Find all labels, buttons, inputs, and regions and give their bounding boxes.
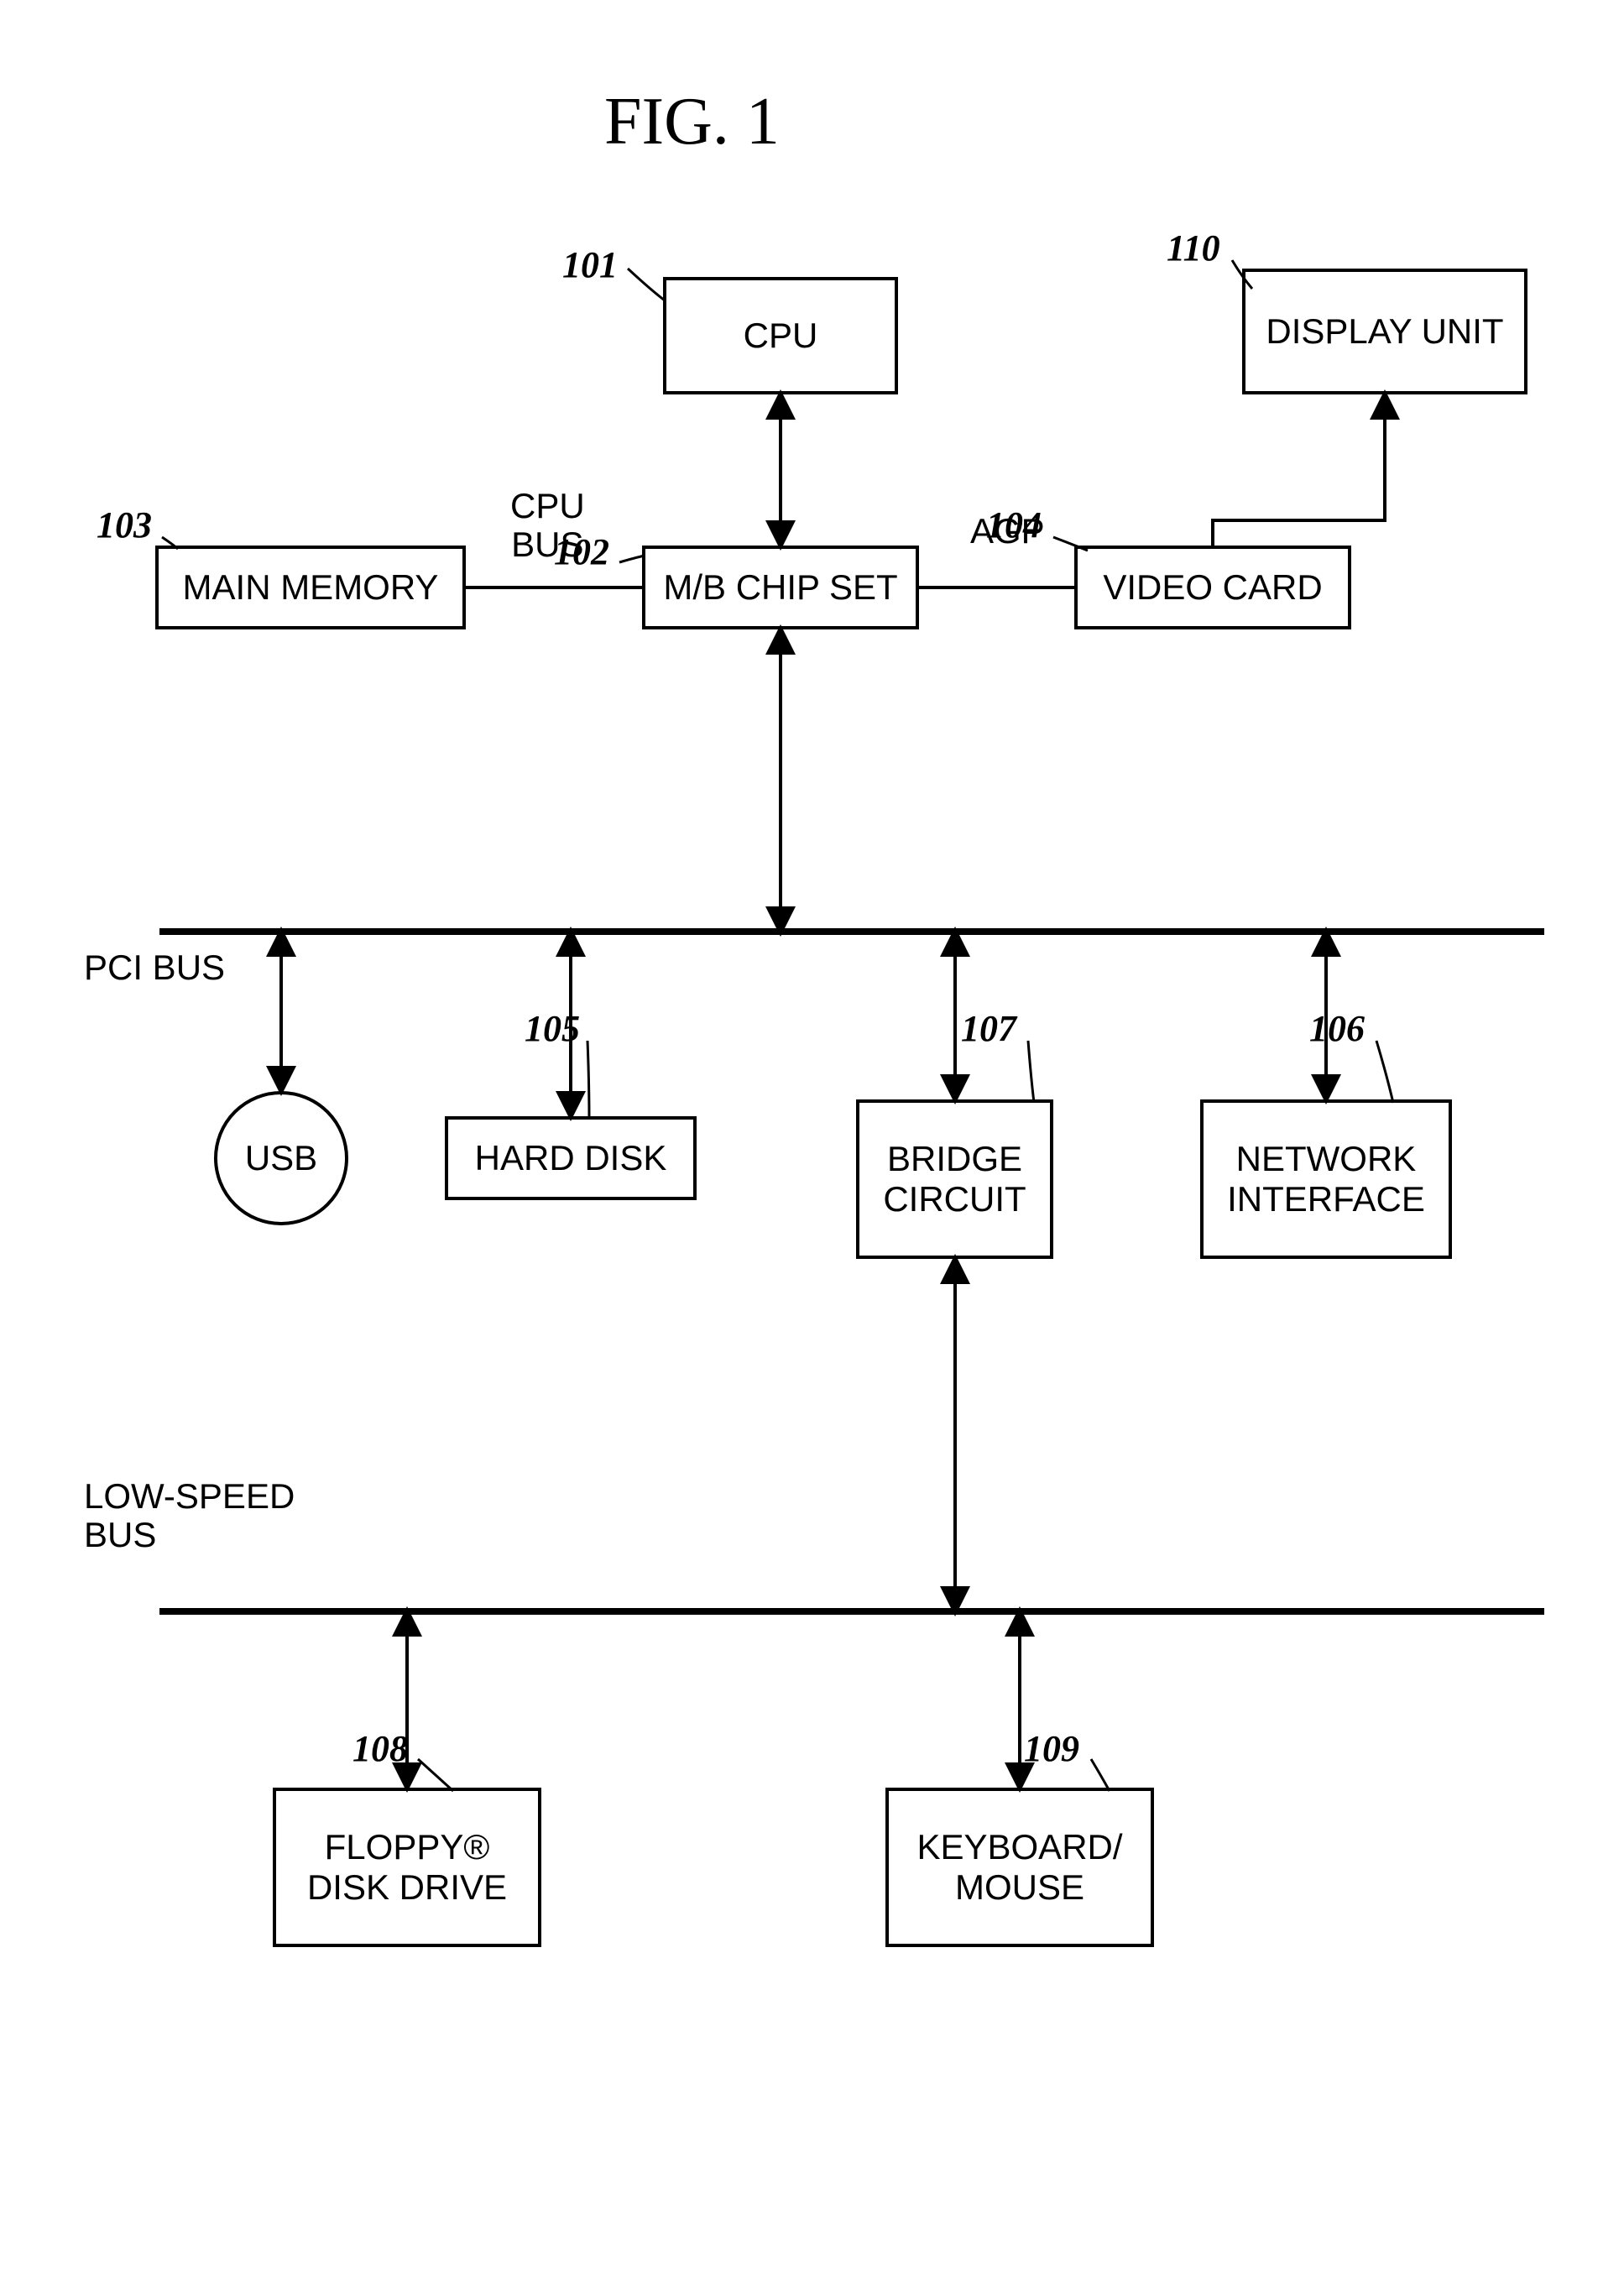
ref-109: 109 bbox=[1024, 1727, 1079, 1770]
ref-101: 101 bbox=[562, 243, 618, 286]
label-lowspeed-bus: LOW-SPEED BUS bbox=[84, 1477, 295, 1554]
node-display-label: DISPLAY UNIT bbox=[1266, 311, 1503, 352]
ref-103: 103 bbox=[97, 504, 152, 546]
node-netif: NETWORK INTERFACE bbox=[1200, 1099, 1452, 1259]
node-bridge-label: BRIDGE CIRCUIT bbox=[883, 1139, 1026, 1220]
node-memory-label: MAIN MEMORY bbox=[183, 567, 439, 608]
label-cpu-bus: CPU BUS bbox=[510, 487, 585, 564]
ref-106: 106 bbox=[1309, 1007, 1365, 1050]
ref-105: 105 bbox=[525, 1007, 580, 1050]
ref-107: 107 bbox=[961, 1007, 1016, 1050]
node-chipset-label: M/B CHIP SET bbox=[663, 567, 897, 608]
node-video: VIDEO CARD bbox=[1074, 546, 1351, 629]
figure-title: FIG. 1 bbox=[604, 84, 780, 160]
node-floppy: FLOPPY® DISK DRIVE bbox=[273, 1788, 541, 1947]
diagram-canvas: FIG. 1 CPU M/B CHIP SET MAIN MEMORY VIDE… bbox=[0, 0, 1624, 2287]
node-usb: USB bbox=[214, 1091, 348, 1225]
node-netif-label: NETWORK INTERFACE bbox=[1227, 1139, 1425, 1220]
ref-110: 110 bbox=[1167, 227, 1220, 269]
node-memory: MAIN MEMORY bbox=[155, 546, 466, 629]
node-video-label: VIDEO CARD bbox=[1103, 567, 1322, 608]
node-cpu-label: CPU bbox=[744, 316, 818, 356]
node-floppy-label: FLOPPY® DISK DRIVE bbox=[307, 1827, 507, 1908]
label-pci-bus: PCI BUS bbox=[84, 948, 225, 987]
node-usb-label: USB bbox=[245, 1138, 317, 1178]
node-display: DISPLAY UNIT bbox=[1242, 269, 1527, 394]
node-kbd: KEYBOARD/ MOUSE bbox=[885, 1788, 1154, 1947]
node-kbd-label: KEYBOARD/ MOUSE bbox=[916, 1827, 1122, 1908]
ref-108: 108 bbox=[352, 1727, 408, 1770]
node-hdd: HARD DISK bbox=[445, 1116, 697, 1200]
node-bridge: BRIDGE CIRCUIT bbox=[856, 1099, 1053, 1259]
node-cpu: CPU bbox=[663, 277, 898, 394]
node-chipset: M/B CHIP SET bbox=[642, 546, 919, 629]
node-hdd-label: HARD DISK bbox=[475, 1138, 667, 1178]
label-agp: AGP bbox=[970, 512, 1045, 551]
